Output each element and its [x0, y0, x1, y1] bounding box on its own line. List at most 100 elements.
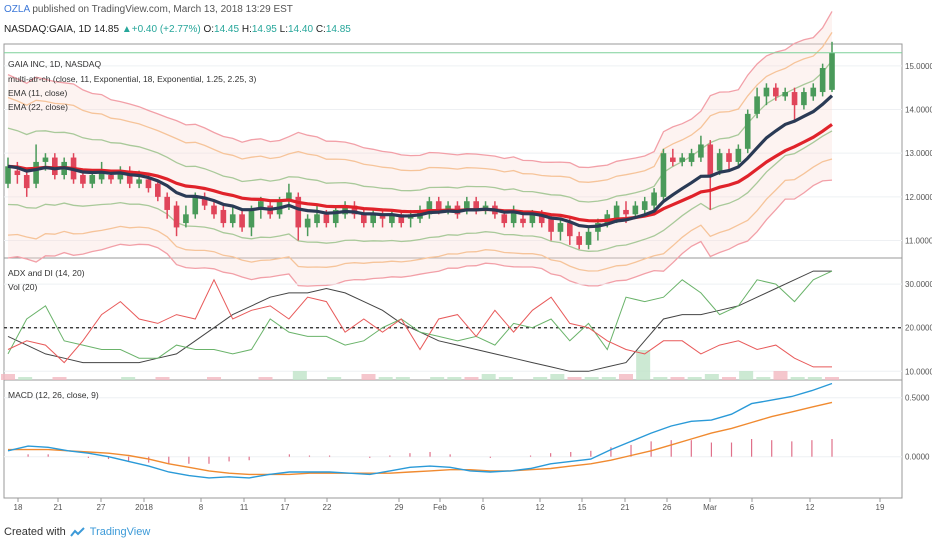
candle-body [201, 196, 208, 206]
candle-body [829, 52, 835, 90]
high-label: H: [241, 24, 252, 35]
candle-body [314, 214, 320, 224]
macd-axis-tick: 0.0000 [905, 453, 930, 462]
chart-area[interactable]: 15.0000 14.0000 13.0000 12.0000 11.0000 GAIA … [0, 0, 932, 520]
ema-11-line [7, 94, 834, 229]
x-axis-tick: 21 [54, 503, 63, 512]
close-value: 14.85 [325, 24, 351, 35]
candle-body [155, 183, 161, 197]
candle-body [520, 218, 526, 224]
candle-body [426, 201, 433, 215]
volume-bar [430, 377, 445, 380]
adx-series-adx [7, 270, 832, 372]
adx-axis-tick: 20.0000 [905, 324, 932, 333]
tradingview-logo-icon [69, 527, 85, 537]
candle-body [33, 161, 39, 184]
low-label: L: [279, 24, 288, 35]
candle-body [782, 92, 788, 97]
price-change: +0.40 (+2.77%) [131, 24, 201, 35]
volume-bar [636, 350, 651, 380]
macd-series-signal [8, 401, 833, 476]
volume-bar [584, 377, 599, 380]
atr-channel-upper [7, 11, 833, 169]
x-axis-tick: 29 [395, 503, 404, 512]
candle-body [707, 144, 714, 176]
candle-body [773, 87, 779, 97]
volume-bar [207, 377, 221, 380]
plot-frame [3, 43, 903, 499]
candle-body [370, 214, 376, 224]
macd-pane-title: MACD (12, 26, close, 9) [8, 390, 99, 400]
brand-name[interactable]: TradingView [89, 526, 151, 538]
volume-bar [121, 377, 136, 380]
candle-body [641, 201, 648, 210]
atr-channel-lower [7, 158, 833, 272]
macd-series-macd [7, 382, 833, 479]
candle-body [651, 192, 657, 206]
volume-bar [481, 374, 496, 380]
adx-axis-tick: 30.0000 [905, 280, 932, 289]
volume-bar [550, 374, 565, 380]
volume-bar [378, 377, 393, 380]
change-arrow-icon: ▲ [121, 24, 132, 35]
volume-bar [704, 374, 719, 380]
price-axis-tick: 11.0000 [905, 237, 932, 246]
candle-body [529, 214, 536, 224]
candle-body [632, 205, 639, 215]
volume-bar [361, 374, 376, 380]
volume-bar [464, 377, 479, 380]
candle-body [52, 157, 58, 176]
volume-bar [258, 377, 273, 380]
x-axis-tick: 26 [663, 503, 672, 512]
publisher-name[interactable]: OZLA [4, 4, 30, 15]
candle-body [688, 153, 695, 162]
adx-pane-legend-item: Vol (20) [8, 282, 37, 292]
volume-bar [619, 374, 633, 380]
candle-body [810, 87, 817, 97]
x-axis-tick: 19 [876, 503, 885, 512]
volume-bar [825, 377, 839, 380]
atr-channel-upper [7, 60, 833, 203]
published-text: published on TradingView.com, March 13, … [32, 4, 293, 15]
candle-body [754, 96, 760, 114]
volume-bar [773, 371, 788, 380]
candle-body [136, 179, 142, 184]
candle-body [248, 209, 255, 228]
close-label: C: [315, 24, 326, 35]
volume-bar [687, 377, 702, 380]
low-value: 14.40 [288, 24, 314, 35]
candle-body [660, 153, 667, 197]
candle-body [679, 157, 685, 162]
candle-body [239, 214, 245, 228]
candle-body [585, 231, 592, 245]
volume-bar [52, 377, 67, 380]
x-axis-tick: 12 [536, 503, 545, 512]
candle-body [791, 92, 798, 106]
volume-bar [155, 377, 170, 380]
atr-channel-lower [7, 179, 833, 287]
candle-body [23, 175, 30, 189]
candle-body [323, 214, 330, 224]
volume-bar [739, 371, 754, 380]
adx-series-di [7, 278, 832, 368]
candle-body [576, 236, 582, 245]
adx-series-di [7, 270, 833, 359]
volume-bar [292, 371, 307, 380]
x-axis-tick: 11 [240, 503, 249, 512]
atr-channel-lower [7, 130, 833, 252]
candle-body [763, 87, 770, 97]
candle-body [164, 196, 170, 210]
volume-bar [498, 377, 513, 380]
x-axis-tick: 21 [621, 503, 630, 512]
volume-bar [790, 377, 805, 380]
candle-body [98, 170, 105, 180]
x-axis-tick: 6 [750, 503, 755, 512]
candle-body [145, 179, 152, 189]
candle-body [389, 214, 395, 224]
x-axis-tick: 8 [199, 503, 204, 512]
candle-body [42, 157, 49, 162]
candle-body [295, 196, 302, 228]
candle-body [445, 205, 451, 210]
publish-info: OZLA published on TradingView.com, March… [4, 4, 293, 15]
volume-bar [327, 377, 342, 380]
